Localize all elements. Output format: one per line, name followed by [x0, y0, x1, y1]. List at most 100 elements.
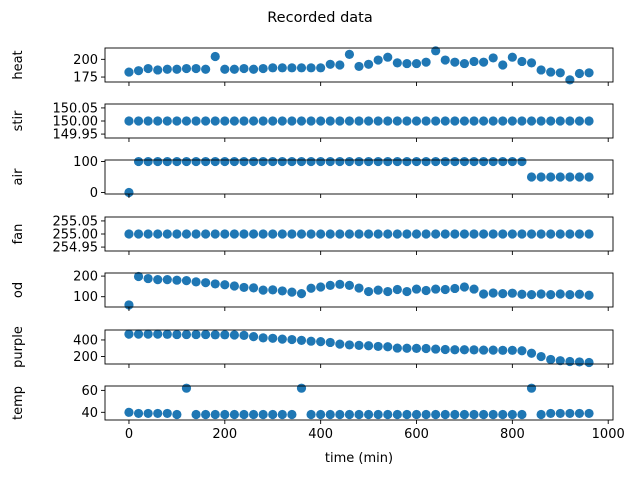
data-point [402, 286, 412, 297]
data-point [306, 336, 316, 346]
data-point [574, 289, 585, 299]
data-point [402, 116, 412, 126]
data-point [373, 55, 383, 65]
data-point [507, 409, 517, 420]
data-point [229, 229, 239, 239]
data-point [498, 345, 508, 355]
data-point [143, 156, 153, 167]
data-point [277, 63, 287, 73]
y-tick-label: 0 [90, 186, 98, 201]
data-point [316, 409, 326, 420]
data-point [210, 229, 220, 239]
data-point [421, 116, 431, 126]
data-point [344, 280, 355, 290]
data-point [479, 57, 489, 67]
data-point [335, 156, 345, 167]
data-point [133, 408, 144, 419]
data-point [459, 58, 470, 69]
data-point [469, 409, 479, 420]
x-tick-label: 1000 [592, 427, 625, 442]
y-tick-label: 100 [73, 155, 98, 170]
data-point [536, 172, 546, 182]
data-point [450, 116, 460, 126]
axes-frame [104, 329, 614, 365]
data-point [363, 409, 374, 420]
data-point [153, 408, 163, 419]
data-point [133, 156, 144, 167]
data-point [517, 56, 527, 67]
data-point [565, 172, 575, 182]
data-point [316, 63, 326, 73]
data-point [153, 65, 163, 75]
data-point [526, 58, 537, 68]
data-point [335, 409, 345, 420]
data-point [248, 332, 259, 342]
data-point [201, 156, 211, 167]
panel-purple: 200 400 purple [11, 326, 614, 368]
data-point [220, 116, 230, 126]
data-point [459, 229, 470, 239]
data-point [287, 229, 297, 239]
data-point [172, 156, 182, 167]
data-point [479, 229, 489, 239]
data-point [555, 68, 565, 78]
data-point [517, 409, 527, 420]
data-point [421, 409, 431, 420]
data-point [555, 356, 565, 366]
data-point [402, 156, 412, 167]
data-point [229, 330, 239, 340]
data-point [536, 229, 546, 239]
data-point [574, 408, 585, 419]
data-point [220, 330, 230, 340]
data-point [229, 409, 239, 420]
data-point [450, 283, 460, 294]
data-point [411, 58, 422, 69]
data-point [172, 116, 182, 126]
data-point [373, 285, 383, 295]
data-point [498, 156, 508, 167]
data-point [526, 116, 537, 126]
data-point [392, 229, 402, 239]
data-point [191, 229, 201, 239]
data-point [296, 335, 307, 345]
data-point [498, 229, 508, 239]
data-point [220, 280, 230, 290]
data-point [574, 229, 585, 239]
data-point [402, 229, 412, 239]
data-point [411, 343, 422, 354]
data-point [526, 290, 537, 300]
data-point [181, 329, 192, 340]
data-point [488, 409, 498, 420]
data-point [546, 408, 556, 419]
data-point [431, 156, 441, 167]
data-point [143, 229, 153, 239]
data-point [440, 156, 450, 167]
y-tick-label: 40 [81, 406, 98, 421]
data-point [479, 116, 489, 126]
data-point [153, 116, 163, 126]
data-point [239, 63, 249, 74]
data-point [229, 116, 239, 126]
data-point [296, 229, 307, 239]
data-point [210, 156, 220, 167]
data-point [584, 229, 594, 239]
panel-heat: 175 200 heat [11, 46, 614, 86]
data-point [296, 63, 307, 73]
y-tick-label: 100 [73, 290, 98, 305]
data-point [498, 116, 508, 126]
data-point [546, 172, 556, 182]
data-point [584, 290, 594, 300]
data-point [239, 330, 249, 340]
data-point [306, 156, 316, 167]
data-point [287, 156, 297, 167]
data-point [143, 273, 153, 284]
data-point [411, 116, 422, 126]
data-point [248, 156, 259, 167]
data-point [191, 329, 201, 340]
data-point [383, 342, 393, 352]
data-point [363, 59, 374, 69]
data-point [306, 283, 316, 293]
